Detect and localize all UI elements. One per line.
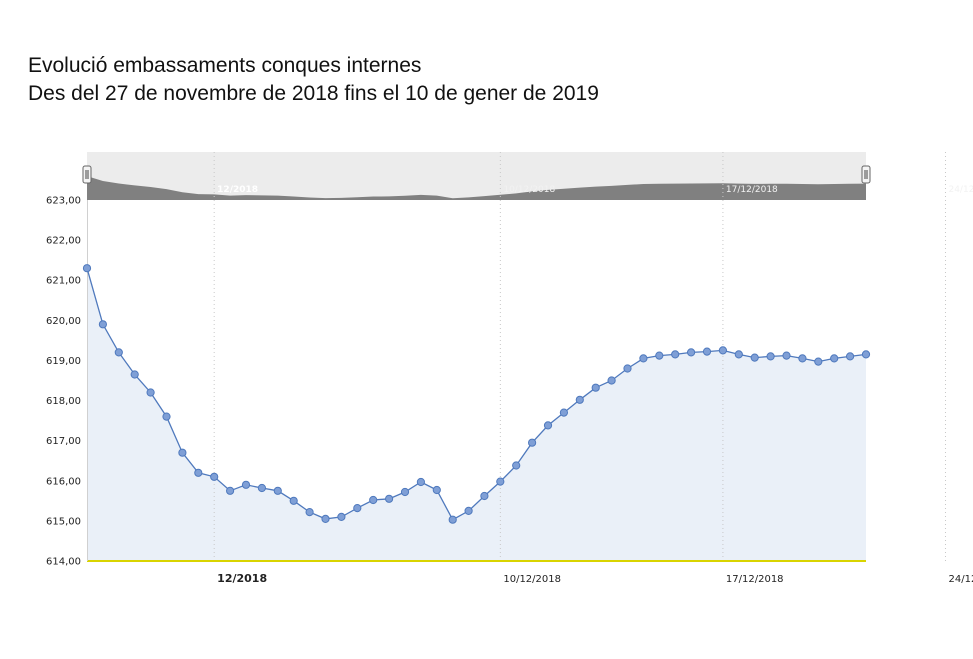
data-point xyxy=(321,514,330,524)
data-point xyxy=(575,395,584,404)
data-point xyxy=(496,477,505,486)
data-point xyxy=(655,351,664,360)
data-point xyxy=(766,352,775,361)
y-tick-label: 621,00 xyxy=(46,276,81,287)
data-point xyxy=(273,486,282,495)
data-point xyxy=(146,388,155,397)
data-point xyxy=(512,461,521,470)
data-point xyxy=(480,491,489,501)
data-point xyxy=(241,480,251,489)
data-point xyxy=(814,357,823,366)
data-point xyxy=(385,494,394,503)
data-point xyxy=(114,348,123,357)
data-point xyxy=(671,350,680,359)
data-point xyxy=(607,376,616,385)
data-point xyxy=(543,421,553,430)
data-point xyxy=(846,352,855,361)
data-point xyxy=(130,370,139,379)
data-point xyxy=(861,350,871,359)
data-point xyxy=(194,468,203,477)
navigator-area xyxy=(87,176,866,200)
data-point xyxy=(432,485,441,495)
navigator-label: 24/12/2018 xyxy=(948,185,973,195)
data-point xyxy=(416,477,425,487)
data-point xyxy=(210,472,219,481)
data-point xyxy=(528,438,537,447)
chart-subtitle: Des del 27 de novembre de 2018 fins el 1… xyxy=(28,82,599,105)
chart-title-block: Evolució embassaments conques internes D… xyxy=(28,52,599,108)
data-point xyxy=(162,412,171,421)
data-point xyxy=(337,512,346,522)
series-area xyxy=(87,268,866,561)
data-point xyxy=(82,264,92,273)
x-tick-label: 12/2018 xyxy=(217,572,267,585)
data-point xyxy=(400,487,410,497)
navigator-label: 12/2018 xyxy=(217,185,258,195)
y-tick-label: 617,00 xyxy=(46,436,81,447)
y-tick-label: 619,00 xyxy=(46,356,81,367)
data-point xyxy=(718,346,728,355)
x-tick-label: 17/12/2018 xyxy=(726,574,784,585)
data-point xyxy=(448,515,457,524)
data-point xyxy=(702,347,712,356)
data-point xyxy=(98,320,108,329)
data-point xyxy=(369,495,378,505)
navigator-right-handle[interactable] xyxy=(861,165,871,184)
navigator-label: 10/12/2018 xyxy=(503,185,555,195)
data-point xyxy=(353,504,362,513)
data-point xyxy=(305,507,314,517)
chart-title: Evolució embassaments conques internes xyxy=(28,54,422,77)
y-tick-label: 616,00 xyxy=(46,476,81,487)
data-point xyxy=(178,448,187,457)
y-tick-label: 615,00 xyxy=(46,516,81,527)
x-tick-label: 10/12/2018 xyxy=(503,574,561,585)
data-point xyxy=(750,353,759,362)
y-tick-label: 620,00 xyxy=(46,316,81,327)
navigator-left-handle[interactable] xyxy=(82,165,92,184)
y-tick-label: 618,00 xyxy=(46,396,81,407)
x-tick-label: 24/12/2018 xyxy=(948,574,973,585)
navigator-label: 17/12/2018 xyxy=(726,185,778,195)
y-tick-label: 623,00 xyxy=(46,196,81,207)
data-point xyxy=(257,483,266,493)
y-tick-label: 622,00 xyxy=(46,236,81,247)
y-tick-label: 614,00 xyxy=(46,557,81,568)
data-point xyxy=(591,383,600,392)
data-point xyxy=(798,354,807,363)
data-point xyxy=(289,496,298,505)
data-point xyxy=(226,486,235,495)
data-point xyxy=(639,354,648,363)
data-point xyxy=(623,364,632,373)
data-point xyxy=(830,354,839,363)
data-point xyxy=(559,408,569,417)
data-point xyxy=(734,350,743,359)
data-point xyxy=(687,348,696,357)
data-point xyxy=(782,351,791,360)
data-point xyxy=(464,506,473,515)
